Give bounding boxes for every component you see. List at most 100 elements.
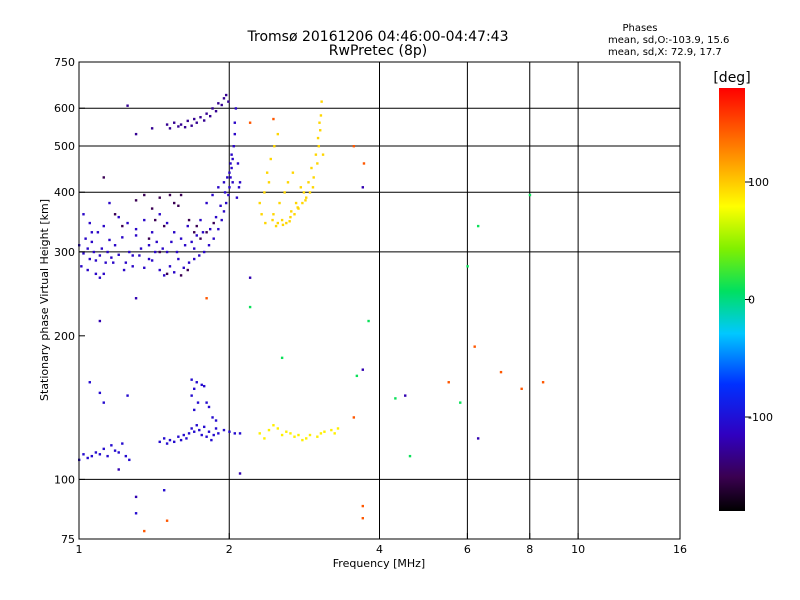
data-point-7-2 xyxy=(394,397,397,400)
data-point-3-31 xyxy=(207,430,211,433)
data-point-3-41 xyxy=(193,387,196,391)
data-point-0-39 xyxy=(207,244,211,247)
data-point-2-10 xyxy=(186,268,189,272)
data-point-0-18 xyxy=(121,236,124,239)
data-point-5-12 xyxy=(272,424,275,427)
y-tick-label: 200 xyxy=(54,330,75,343)
data-point-8-5 xyxy=(476,437,480,440)
data-point-1-18 xyxy=(208,114,212,118)
data-point-4-3 xyxy=(272,213,275,216)
data-point-5-18 xyxy=(297,433,300,437)
data-point-0-40 xyxy=(212,237,215,240)
data-point-0-50 xyxy=(232,144,235,148)
data-point-2-7 xyxy=(199,237,202,240)
data-point-7-8 xyxy=(408,454,412,458)
data-point-0-80 xyxy=(86,268,89,272)
data-point-4-36 xyxy=(264,221,267,225)
data-point-6-8 xyxy=(362,162,366,165)
data-point-4-40 xyxy=(288,220,291,223)
data-point-0-24 xyxy=(143,266,146,269)
data-point-3-48 xyxy=(205,401,208,404)
y-axis-label: Stationary phase Virtual Height [km] xyxy=(38,199,51,401)
x-tick-label: 8 xyxy=(526,543,533,556)
data-point-0-54 xyxy=(94,272,98,276)
data-point-0-65 xyxy=(179,237,183,240)
data-point-3-25 xyxy=(193,430,196,433)
data-point-8-7 xyxy=(117,468,120,471)
data-point-4-7 xyxy=(289,215,292,219)
data-point-0-32 xyxy=(172,271,176,274)
data-point-0-72 xyxy=(222,181,226,184)
x-tick-label: 4 xyxy=(376,543,383,556)
data-point-3-12 xyxy=(124,454,128,458)
data-point-6-0 xyxy=(143,529,146,533)
data-point-1-10 xyxy=(224,93,228,97)
x-tick-label: 16 xyxy=(673,543,687,556)
data-point-0-42 xyxy=(220,218,223,222)
data-point-5-2 xyxy=(276,427,280,430)
data-point-0-81 xyxy=(90,231,94,234)
data-point-1-16 xyxy=(195,121,198,124)
data-point-0-26 xyxy=(150,259,154,262)
data-point-7-7 xyxy=(355,374,359,378)
data-point-0-20 xyxy=(128,250,131,254)
data-point-6-3 xyxy=(248,121,252,124)
data-point-0-41 xyxy=(217,227,220,231)
data-point-3-10 xyxy=(117,451,120,454)
data-point-0-70 xyxy=(211,193,214,197)
data-point-0-44 xyxy=(224,201,228,205)
data-point-0-33 xyxy=(177,257,180,261)
data-point-0-8 xyxy=(96,231,100,234)
stats-heading: Phases xyxy=(622,23,657,34)
data-point-1-23 xyxy=(126,104,129,107)
data-point-4-21 xyxy=(273,144,276,148)
data-point-0-49 xyxy=(231,157,234,161)
data-point-3-6 xyxy=(102,447,105,451)
data-point-3-26 xyxy=(195,424,198,427)
data-point-0-46 xyxy=(228,186,231,189)
data-point-7-3 xyxy=(459,401,462,404)
data-point-2-1 xyxy=(143,193,146,197)
data-point-4-12 xyxy=(308,191,312,194)
data-point-3-45 xyxy=(196,401,200,404)
data-point-4-14 xyxy=(316,162,319,165)
data-point-0-16 xyxy=(113,244,117,247)
data-point-3-22 xyxy=(185,437,188,440)
data-point-3-39 xyxy=(238,432,242,435)
data-point-4-35 xyxy=(260,213,263,216)
x-axis-ticks: 1 2 4 6 8 10 16 xyxy=(76,533,687,556)
data-point-3-55 xyxy=(126,394,129,397)
data-point-0-52 xyxy=(82,213,85,216)
data-point-4-17 xyxy=(319,114,323,117)
data-point-0-59 xyxy=(134,234,138,237)
data-point-0-5 xyxy=(90,240,94,244)
data-point-3-3 xyxy=(90,454,94,458)
data-point-0-103 xyxy=(235,196,239,199)
data-point-6-9 xyxy=(473,345,476,348)
data-point-4-28 xyxy=(299,186,303,189)
data-point-0-62 xyxy=(158,213,161,216)
data-point-0-82 xyxy=(102,272,105,276)
data-point-0-98 xyxy=(219,204,222,207)
data-point-3-8 xyxy=(110,444,113,447)
data-point-2-15 xyxy=(162,224,166,228)
data-point-6-6 xyxy=(361,517,365,520)
data-point-2-4 xyxy=(172,201,176,205)
data-point-0-89 xyxy=(161,247,164,250)
data-point-3-40 xyxy=(190,394,193,397)
data-point-0-51 xyxy=(233,132,237,136)
data-point-0-27 xyxy=(154,250,157,254)
data-point-6-14 xyxy=(352,416,356,419)
data-point-0-90 xyxy=(170,240,173,244)
data-point-3-50 xyxy=(211,416,214,419)
data-point-1-11 xyxy=(227,100,230,103)
data-point-0-91 xyxy=(175,250,179,254)
data-point-4-45 xyxy=(321,153,325,156)
data-point-0-34 xyxy=(182,266,185,269)
data-point-0-36 xyxy=(193,257,196,261)
data-point-4-41 xyxy=(290,210,293,213)
data-point-7-4 xyxy=(476,224,480,228)
data-point-0-43 xyxy=(222,210,226,213)
data-point-4-0 xyxy=(258,201,261,205)
data-point-1-6 xyxy=(205,112,208,115)
